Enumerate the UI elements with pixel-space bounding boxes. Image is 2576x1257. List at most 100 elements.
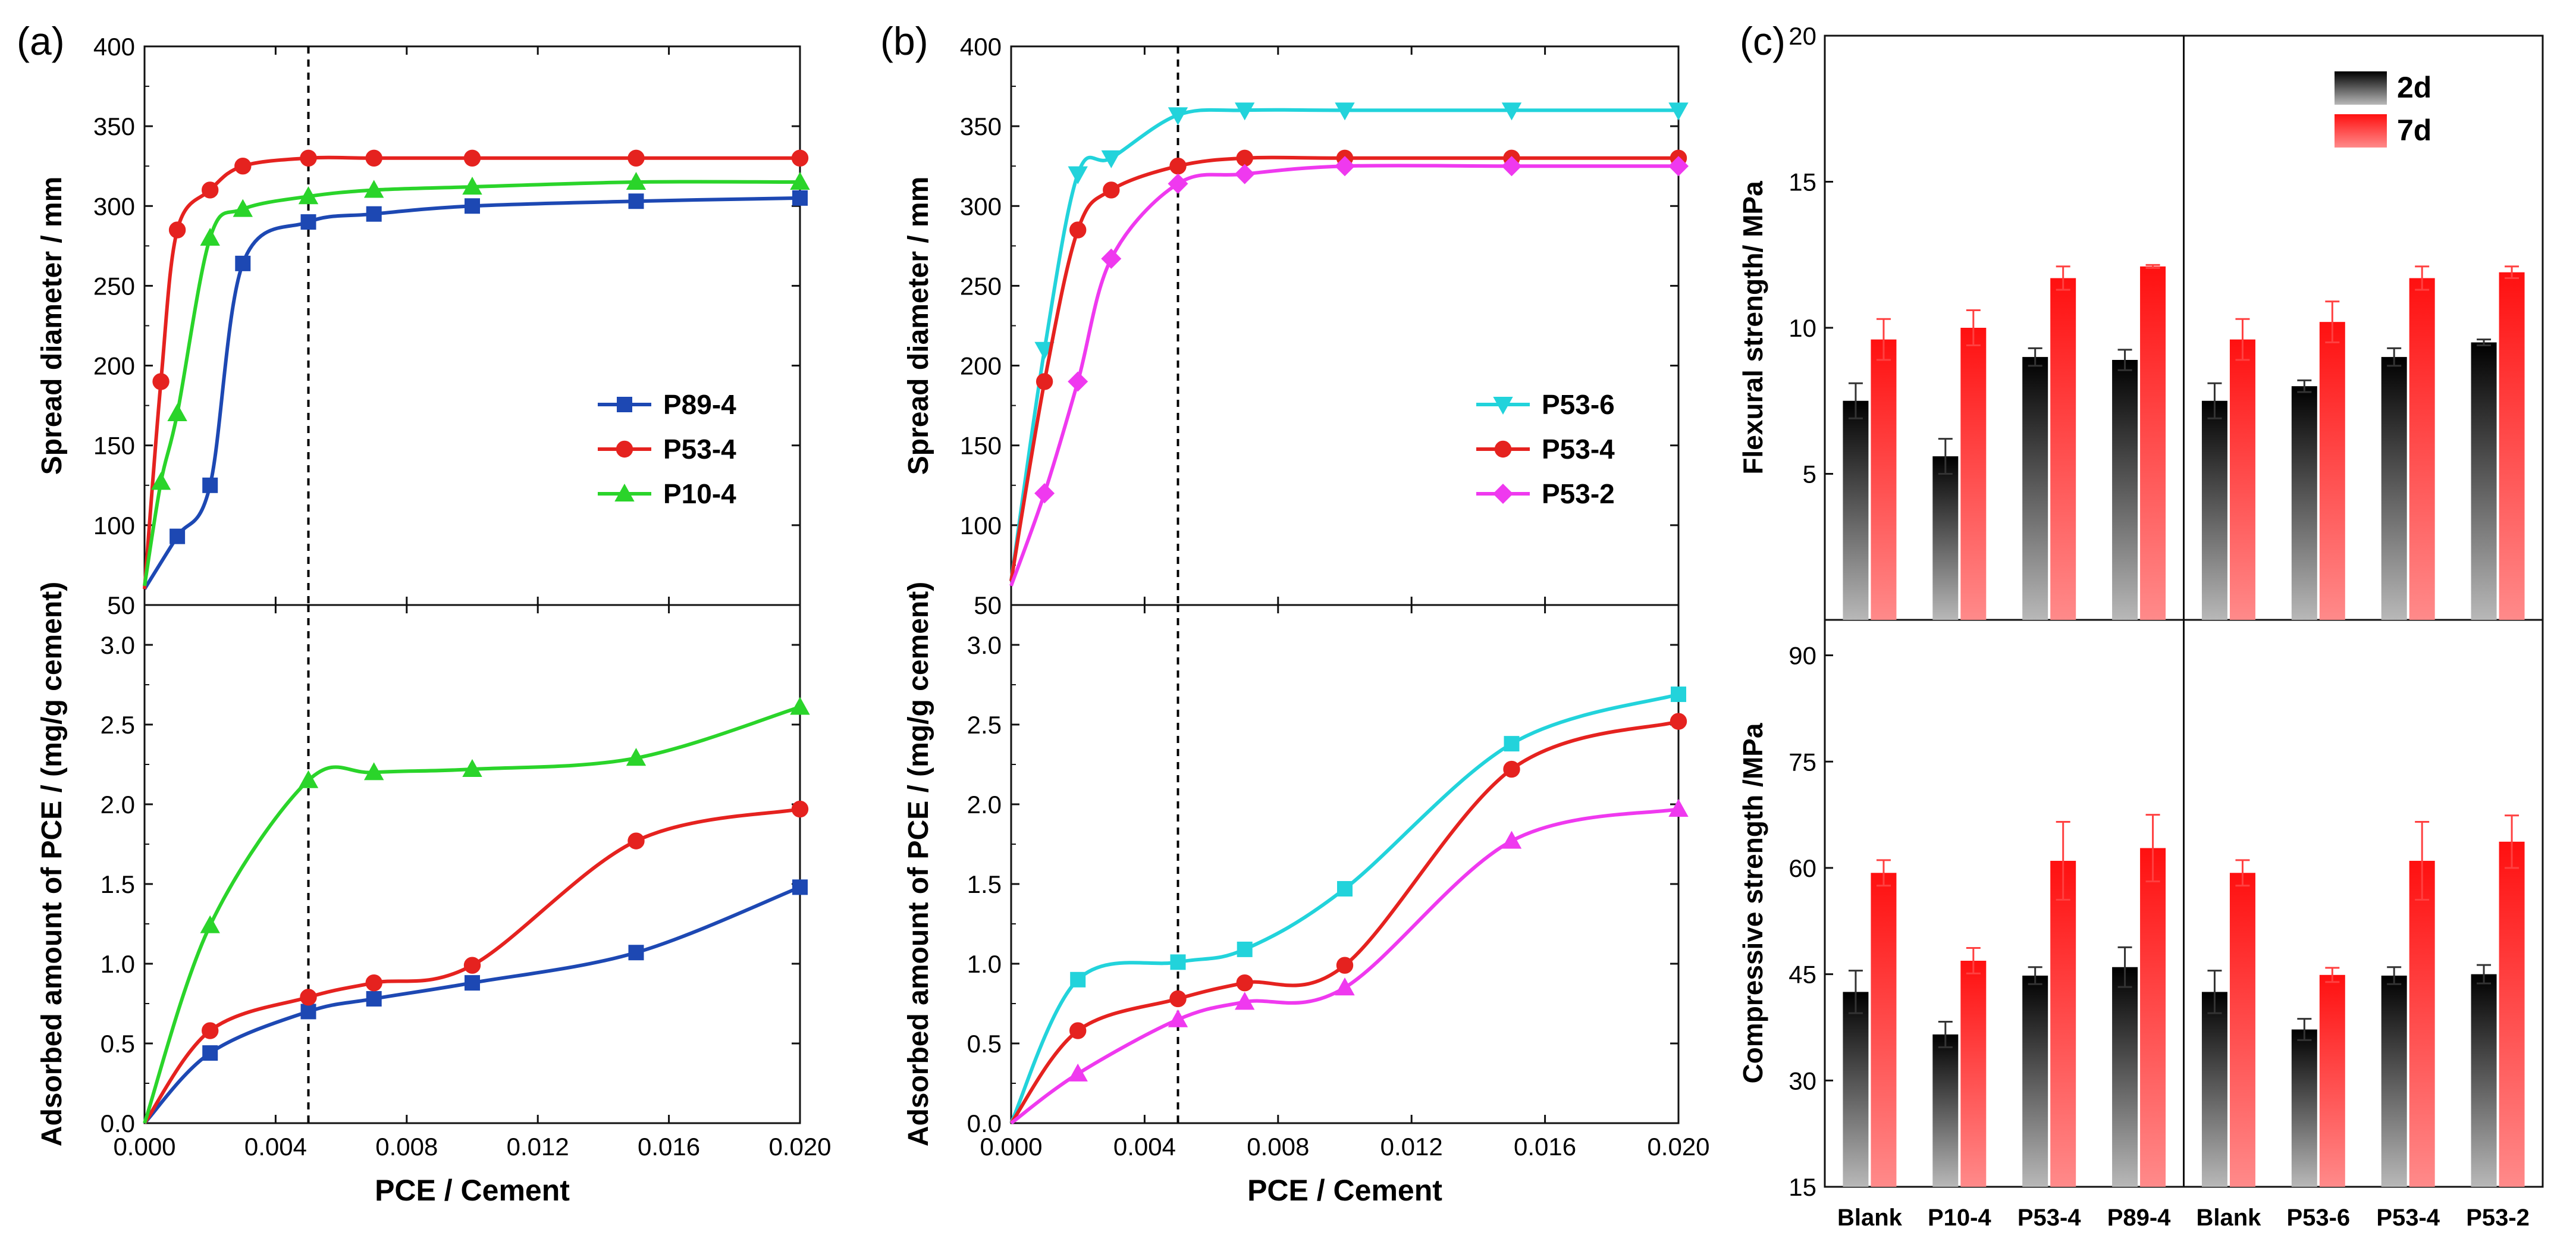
- data-point-P53-4: [627, 832, 645, 850]
- legend-marker: [617, 397, 632, 412]
- data-point-P10-4: [167, 403, 187, 422]
- data-point-P89-4: [202, 1045, 218, 1061]
- data-point-P89-4: [792, 879, 808, 895]
- x-tick-label: 0.008: [375, 1133, 438, 1161]
- x-tick-label: 0.016: [1514, 1133, 1576, 1161]
- y-tick-label: 100: [93, 512, 135, 540]
- y-axis-label: Adsorbed amount of PCE / (mg/g cement): [36, 582, 68, 1146]
- bar-7d: [2229, 873, 2255, 1187]
- bar-7d: [2499, 841, 2525, 1187]
- y-tick-label: 5: [1803, 460, 1816, 488]
- data-point-P53-2: [1068, 1063, 1088, 1082]
- legend-label: P53-6: [1542, 389, 1615, 420]
- data-point-P53-4: [1336, 957, 1354, 974]
- bar-7d: [2409, 861, 2435, 1187]
- bar-2d: [2201, 992, 2227, 1187]
- data-point-P10-4: [298, 770, 319, 788]
- y-tick-label: 0.0: [967, 1109, 1002, 1137]
- data-point-P53-4: [1036, 373, 1053, 390]
- y-tick-label: 20: [1789, 22, 1816, 50]
- data-point-P10-4: [200, 227, 220, 246]
- data-point-P53-6: [1068, 166, 1088, 184]
- data-point-P53-4: [1236, 149, 1253, 167]
- y-axis-label: Spread diameter / mm: [36, 177, 68, 475]
- y-tick-label: 50: [974, 591, 1002, 619]
- bottom-plot-frame: [1010, 604, 1680, 1124]
- data-point-P89-4: [628, 193, 644, 209]
- y-tick-label: 10: [1789, 314, 1816, 342]
- y-tick-label: 90: [1789, 642, 1816, 670]
- x-tick-label: P53-4: [2017, 1205, 2081, 1231]
- data-point-P53-4: [1103, 181, 1120, 199]
- bar-7d: [2229, 339, 2255, 620]
- series-line-P53-6: [1009, 108, 1678, 582]
- data-point-P53-2: [1501, 830, 1522, 849]
- bar-7d: [1871, 873, 1897, 1187]
- data-point-P53-2: [1034, 483, 1055, 504]
- legend-label: P53-4: [663, 434, 736, 465]
- data-point-P53-6: [1335, 102, 1355, 121]
- y-tick-label: 60: [1789, 854, 1816, 882]
- data-point-P53-6: [1170, 954, 1186, 970]
- panel-label: (c): [1740, 19, 1786, 63]
- data-point-P10-4: [462, 177, 482, 195]
- data-point-P10-4: [626, 171, 647, 190]
- bar-2d: [2291, 386, 2317, 620]
- x-tick-label: P89-4: [2107, 1205, 2171, 1231]
- series-line-P53-4: [1009, 155, 1678, 582]
- bar-2d: [2291, 1029, 2317, 1187]
- data-point-P10-4: [364, 762, 384, 780]
- data-point-P53-4: [300, 989, 317, 1006]
- top-plot-frame: [143, 45, 801, 606]
- bar-7d: [2319, 322, 2345, 620]
- bar-7d: [2319, 974, 2345, 1187]
- bar-7d: [2050, 278, 2076, 620]
- data-point-P10-4: [233, 199, 253, 217]
- data-point-P53-4: [463, 149, 481, 167]
- x-tick-label: 0.020: [1647, 1133, 1709, 1161]
- y-tick-label: 100: [960, 512, 1002, 540]
- data-point-P10-4: [790, 171, 810, 190]
- legend-swatch: [2335, 71, 2387, 105]
- data-point-P53-2: [1234, 164, 1255, 184]
- y-tick-label: 50: [107, 591, 135, 619]
- y-tick-label: 45: [1789, 961, 1816, 989]
- data-point-P53-4: [168, 221, 186, 239]
- x-tick-label: 0.004: [244, 1133, 307, 1161]
- y-tick-label: 0.5: [967, 1030, 1002, 1058]
- series-line-P10-4: [143, 180, 801, 587]
- bar-2d: [2112, 967, 2138, 1187]
- data-point-P53-6: [1070, 971, 1086, 988]
- data-point-P53-6: [1237, 941, 1253, 957]
- data-point-P53-4: [791, 800, 809, 818]
- legend-marker: [616, 440, 633, 458]
- y-tick-label: 300: [93, 192, 135, 220]
- y-tick-label: 15: [1789, 1173, 1816, 1201]
- legend-label: P53-2: [1542, 478, 1615, 509]
- bar-2d: [2022, 976, 2048, 1187]
- data-point-P53-6: [1501, 102, 1522, 121]
- data-point-P53-4: [365, 149, 382, 167]
- series-line-P53-6: [1009, 692, 1679, 1124]
- x-tick-label: Blank: [2196, 1205, 2261, 1231]
- data-point-P53-4: [463, 957, 481, 974]
- data-point-P53-4: [1169, 158, 1187, 175]
- y-tick-label: 0.0: [101, 1109, 135, 1137]
- data-point-P10-4: [298, 186, 319, 205]
- data-point-P89-4: [366, 206, 382, 222]
- y-tick-label: 250: [960, 272, 1002, 300]
- data-point-P53-4: [234, 158, 252, 175]
- y-tick-label: 300: [960, 192, 1002, 220]
- panel-label: (b): [880, 19, 928, 63]
- data-point-P89-4: [170, 528, 186, 544]
- x-tick-label: P53-6: [2286, 1205, 2350, 1231]
- data-point-P53-2: [1068, 371, 1088, 392]
- series-line-P53-4: [143, 155, 800, 590]
- data-point-P53-4: [300, 149, 317, 167]
- legend-label: P53-4: [1542, 434, 1615, 465]
- bar-2d: [2022, 357, 2048, 620]
- data-point-P53-4: [1069, 221, 1087, 239]
- y-tick-label: 15: [1789, 168, 1816, 196]
- y-tick-label: 350: [960, 112, 1002, 140]
- data-point-P53-6: [1504, 736, 1520, 752]
